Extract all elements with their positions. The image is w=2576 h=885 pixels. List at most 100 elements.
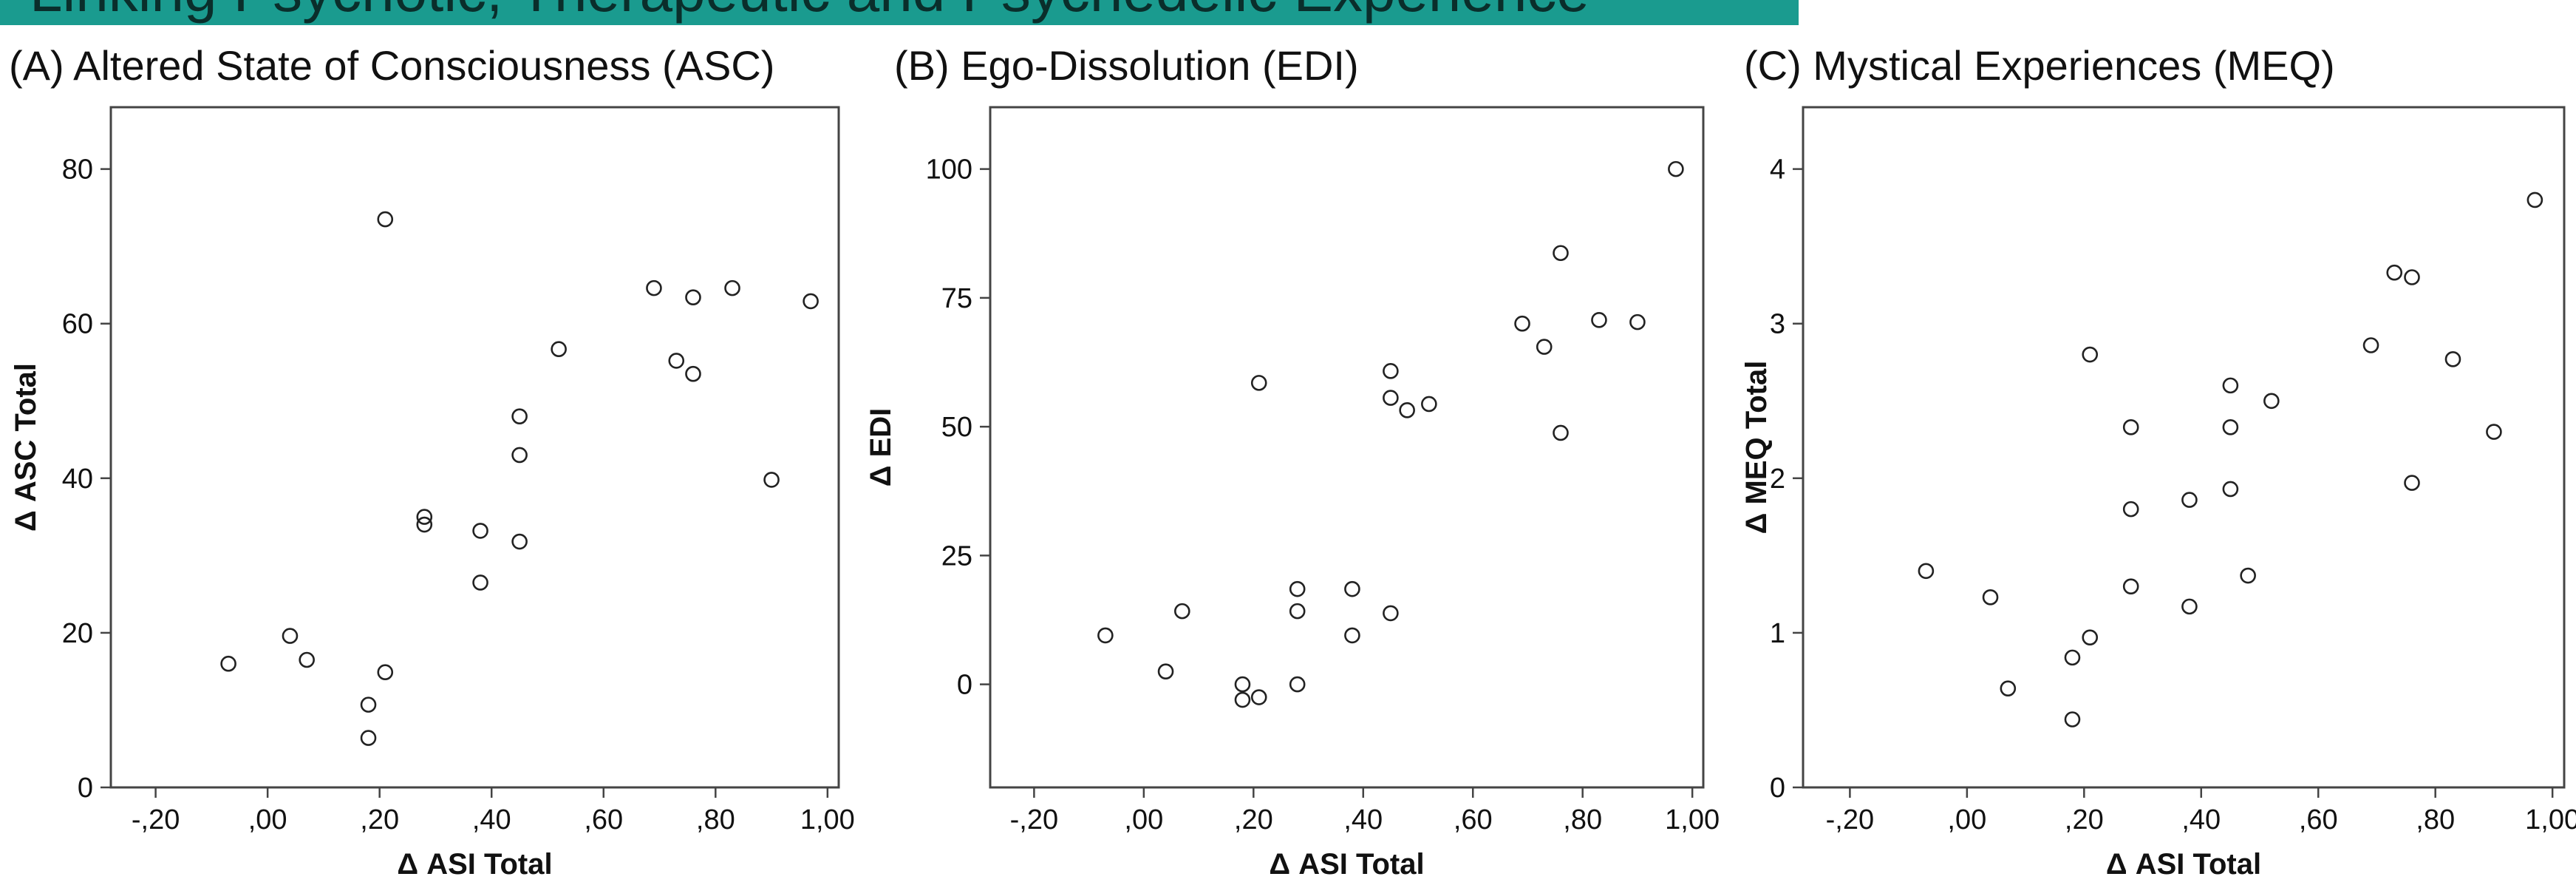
scatter-point bbox=[1344, 580, 1360, 597]
scatter-point bbox=[2082, 346, 2099, 363]
scatter-point bbox=[2404, 475, 2420, 491]
scatter-point bbox=[1289, 676, 1306, 693]
scatter-point bbox=[1157, 663, 1174, 679]
scatter-point bbox=[1399, 402, 1415, 418]
x-tick-label: -,20 bbox=[132, 804, 180, 835]
scatter-point bbox=[1097, 627, 1114, 644]
scatter-point bbox=[2064, 649, 2081, 666]
x-tick-label: 1,00 bbox=[2525, 804, 2576, 835]
x-tick-label: ,00 bbox=[1124, 804, 1163, 835]
scatter-point bbox=[360, 730, 377, 746]
x-tick-label: ,60 bbox=[584, 804, 623, 835]
scatter-point bbox=[1383, 605, 1399, 622]
scatter-point bbox=[511, 408, 528, 424]
plot-frame bbox=[109, 106, 840, 789]
scatter-point bbox=[2122, 419, 2139, 435]
chart-title: (C) Mystical Experiences (MEQ) bbox=[1744, 42, 2335, 89]
scatter-point bbox=[1234, 691, 1251, 708]
x-tick-label: ,60 bbox=[1454, 804, 1493, 835]
x-tick-label: ,80 bbox=[1563, 804, 1602, 835]
scatter-point bbox=[416, 516, 433, 533]
scatter-point bbox=[724, 279, 740, 296]
x-axis-label: Δ ASI Total bbox=[1269, 848, 1424, 881]
scatter-point bbox=[551, 341, 567, 358]
scatter-point bbox=[2122, 501, 2139, 518]
y-tick-label: 0 bbox=[78, 773, 93, 804]
scatter-point bbox=[2444, 351, 2461, 367]
scatter-point bbox=[2064, 711, 2081, 728]
chart-title: (B) Ego-Dissolution (EDI) bbox=[894, 42, 1359, 89]
scatter-point bbox=[511, 533, 528, 550]
x-tick-label: ,20 bbox=[2065, 804, 2104, 835]
scatter-point bbox=[685, 365, 701, 382]
scatter-point bbox=[1536, 339, 1553, 355]
scatter-point bbox=[1344, 627, 1360, 644]
banner-title: Linking Psychotic, Therapeutic and Psych… bbox=[30, 0, 1589, 25]
scatter-point bbox=[2181, 598, 2198, 615]
scatter-point bbox=[2222, 377, 2239, 394]
x-tick-label: ,20 bbox=[360, 804, 399, 835]
y-tick-label: 100 bbox=[926, 155, 972, 186]
scatter-point bbox=[220, 655, 236, 672]
header-banner: Linking Psychotic, Therapeutic and Psych… bbox=[0, 0, 1799, 25]
x-tick-label: ,40 bbox=[472, 804, 511, 835]
y-tick-label: 80 bbox=[62, 155, 93, 186]
scatter-point bbox=[2122, 578, 2139, 594]
y-tick-label: 50 bbox=[941, 412, 972, 443]
x-tick-label: -,20 bbox=[1010, 804, 1058, 835]
chart-title: (A) Altered State of Consciousness (ASC) bbox=[9, 42, 774, 89]
y-axis-label: Δ EDI bbox=[865, 408, 897, 487]
scatter-point bbox=[1383, 390, 1399, 406]
scatter-point bbox=[1250, 375, 1267, 391]
scatter-point bbox=[511, 447, 528, 464]
scatter-point bbox=[803, 293, 819, 310]
scatter-point bbox=[685, 289, 701, 305]
x-axis-label: Δ ASI Total bbox=[2106, 848, 2261, 881]
x-tick-label: ,80 bbox=[2416, 804, 2455, 835]
scatter-point bbox=[2181, 492, 2198, 508]
scatter-point bbox=[1289, 603, 1306, 620]
scatter-point bbox=[1553, 424, 1569, 441]
scatter-point bbox=[282, 628, 299, 644]
scatter-point bbox=[2222, 481, 2239, 498]
scatter-point bbox=[1514, 315, 1530, 332]
y-tick-label: 25 bbox=[941, 540, 972, 572]
x-tick-label: ,40 bbox=[1343, 804, 1383, 835]
x-tick-label: -,20 bbox=[1826, 804, 1874, 835]
y-tick-label: 40 bbox=[62, 464, 93, 495]
scatter-point bbox=[416, 509, 433, 525]
scatter-point bbox=[377, 211, 394, 228]
scatter-point bbox=[2000, 680, 2017, 696]
x-tick-label: ,60 bbox=[2299, 804, 2338, 835]
scatter-point bbox=[1629, 313, 1646, 330]
x-tick-label: 1,00 bbox=[800, 804, 855, 835]
y-tick-label: 0 bbox=[1770, 773, 1785, 804]
scatter-point bbox=[299, 651, 315, 668]
scatter-point bbox=[1174, 603, 1190, 620]
x-axis-label: Δ ASI Total bbox=[397, 848, 552, 881]
scatter-point bbox=[1918, 563, 1935, 580]
scatter-point bbox=[1250, 689, 1267, 705]
x-tick-label: ,40 bbox=[2181, 804, 2221, 835]
y-axis-label: Δ MEQ Total bbox=[1740, 361, 1773, 535]
scatter-point bbox=[2082, 629, 2099, 645]
scatter-point bbox=[668, 353, 685, 369]
scatter-point bbox=[1668, 160, 1684, 177]
scatter-point bbox=[472, 574, 488, 591]
scatter-point bbox=[763, 472, 780, 488]
y-tick-label: 20 bbox=[62, 618, 93, 649]
x-tick-label: ,20 bbox=[1234, 804, 1273, 835]
x-tick-label: ,80 bbox=[696, 804, 735, 835]
scatter-point bbox=[2386, 264, 2403, 281]
scatter-point bbox=[1553, 245, 1569, 262]
y-tick-label: 1 bbox=[1770, 618, 1785, 649]
scatter-point bbox=[2263, 393, 2280, 410]
scatter-point bbox=[1982, 589, 1999, 606]
y-tick-label: 3 bbox=[1770, 309, 1785, 340]
scatter-point bbox=[2486, 424, 2502, 440]
y-tick-label: 60 bbox=[62, 309, 93, 340]
scatter-point bbox=[1289, 580, 1306, 597]
scatter-point bbox=[2240, 567, 2256, 584]
scatter-point bbox=[2404, 269, 2420, 285]
